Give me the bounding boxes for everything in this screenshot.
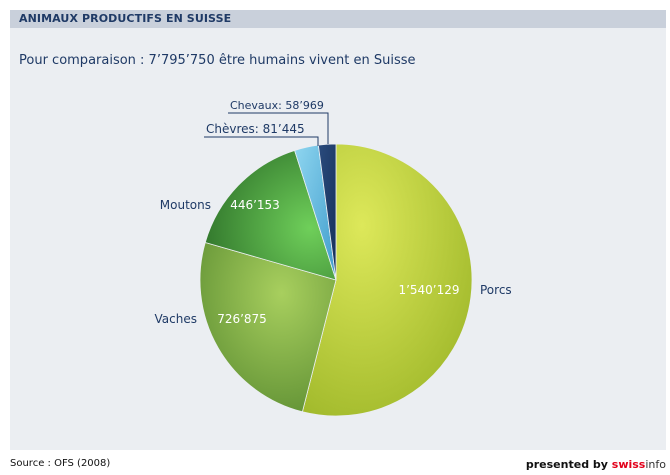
category-label-moutons: Moutons [160, 198, 211, 212]
header-bar: ANIMAUX PRODUCTIFS EN SUISSE [10, 10, 666, 28]
leader-line-chevaux [228, 112, 329, 144]
pie-slice-moutons [204, 149, 337, 281]
presented-prefix: presented by [525, 458, 612, 471]
source-note: Source : OFS (2008) [10, 458, 111, 469]
pie-slice-porcs [301, 143, 473, 417]
brand-swiss: swiss [611, 458, 646, 471]
pie-slice-vaches [199, 242, 337, 413]
category-label-vaches: Vaches [155, 312, 197, 326]
brand-info: info [645, 458, 666, 471]
presented-by[interactable]: presented by swissinfo [526, 458, 666, 471]
category-label-chevres: Chèvres: 81’445 [206, 122, 305, 136]
category-label-porcs: Porcs [480, 283, 512, 297]
value-label-vaches: 726’875 [217, 312, 267, 326]
value-label-moutons: 446’153 [230, 198, 280, 212]
chart-title: ANIMAUX PRODUCTIFS EN SUISSE [19, 12, 232, 25]
value-label-porcs: 1’540’129 [398, 283, 459, 297]
leader-line-chevres [204, 136, 319, 146]
category-label-chevaux: Chevaux: 58’969 [230, 99, 324, 112]
chart-subtitle: Pour comparaison : 7’795’750 être humain… [19, 53, 416, 68]
